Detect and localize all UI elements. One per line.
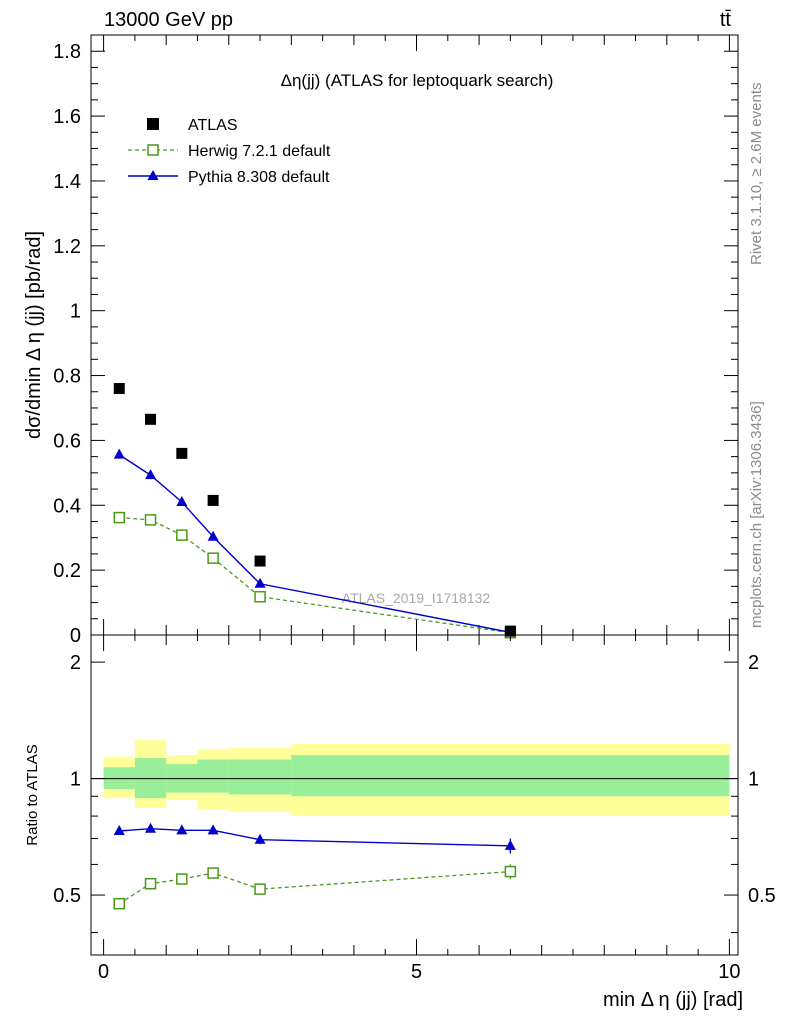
ratio-pythia-point [254,833,266,844]
header-right: tt̄ [720,9,732,31]
x-axis-label: min Δ η (jj) [rad] [603,989,743,1011]
x-tick-label: 5 [411,961,422,983]
ratio-pythia-point [113,825,125,836]
ratio-herwig-point [176,873,188,885]
y-tick-label: 1 [70,301,81,323]
pythia-point [176,496,188,507]
ratio-y-tick-label: 0.5 [53,885,81,907]
mcplots-label: mcplots.cern.ch [arXiv:1306.3436] [748,401,765,628]
ratio-inner-band [197,759,229,793]
herwig-point [176,529,188,541]
ratio-series [113,822,517,910]
pythia-point [113,448,125,459]
ratio-uncertainty-bands [103,739,730,817]
y-tick-label: 0 [70,625,81,647]
rivet-label: Rivet 3.1.10, ≥ 2.6M events [748,83,765,266]
pythia-line [118,454,511,634]
main-panel: 0 0.2 0.4 0.6 0.8 1 1.2 1.4 1.6 1.8 ATLAS_2019_I1… [23,34,739,647]
y-tick-label: 1.4 [53,171,81,193]
ratio-y-axis-label: Ratio to ATLAS [24,744,41,845]
ratio-pythia-point [176,824,188,835]
atlas-point [113,383,125,395]
main-title: Δη(jj) (ATLAS for leptoquark search) [281,71,554,90]
y-tick-label: 0.2 [53,560,81,582]
herwig-point [144,514,157,526]
main-y-tick-labels: 0 0.2 0.4 0.6 0.8 1 1.2 1.4 1.6 1.8 [53,41,81,647]
legend-herwig-marker [147,144,159,156]
ratio-herwig-point [504,865,517,878]
ratio-herwig-point [254,883,266,895]
ratio-pythia-point [504,839,516,850]
ratio-y-tick-label: 2 [70,652,81,674]
main-y-axis-label: dσ/dmin Δ η (jj) [pb/rad] [23,231,45,439]
y-tick-label: 0.6 [53,430,81,452]
ratio-inner-band [228,759,292,795]
pythia-point [254,577,266,588]
pythia-point [145,469,157,480]
legend-pythia-marker [147,170,159,180]
atlas-point [145,413,157,425]
ratio-pythia-point [145,822,157,833]
y-tick-label: 0.4 [53,495,81,517]
pythia-point [207,530,219,541]
header-left: 13000 GeV pp [104,9,233,31]
herwig-point [254,590,266,603]
ratio-axis-ticks [91,635,738,955]
atlas-point [176,447,188,459]
y-tick-label: 1.8 [53,41,81,63]
herwig-line [119,516,511,634]
y-tick-label: 1.2 [53,236,81,258]
atlas-point [504,625,516,637]
main-axis-ticks [91,35,738,636]
herwig-point [207,552,219,564]
legend-atlas-marker [147,118,159,130]
ratio-panel: 0.5 0.5 1 1 2 2 0 5 10 Ratio to ATLAS min Δ η (j… [24,634,776,1011]
ratio-herwig-point [113,897,125,910]
ratio-herwig-point [207,867,219,879]
ratio-y-tick-label: 1 [70,769,81,791]
legend-label: Herwig 7.2.1 default [188,143,331,160]
watermark: ATLAS_2019_I1718132 [342,590,491,606]
x-tick-label: 0 [98,961,109,983]
legend: ATLAS Herwig 7.2.1 default Pythia 8.308 de… [128,117,331,186]
atlas-point [254,555,266,567]
legend-label: ATLAS [188,117,238,134]
y-tick-label: 0.8 [53,366,81,388]
ratio-pythia-line [119,828,511,847]
herwig-point [113,511,125,524]
ratio-y-tick-label-right: 2 [748,652,759,674]
main-series [113,383,517,639]
ratio-herwig-point [144,877,157,890]
ratio-y-tick-label-right: 0.5 [748,885,776,907]
atlas-point [207,494,219,506]
ratio-y-tick-label-right: 1 [748,769,759,791]
ratio-inner-band [291,755,730,797]
ratio-plot-frame [90,634,739,956]
ratio-pythia-point [207,824,219,835]
ratio-tick-labels: 0.5 0.5 1 1 2 2 0 5 10 [53,652,776,983]
legend-label: Pythia 8.308 default [188,169,330,186]
x-tick-label: 10 [718,961,740,983]
y-tick-label: 1.6 [53,106,81,128]
